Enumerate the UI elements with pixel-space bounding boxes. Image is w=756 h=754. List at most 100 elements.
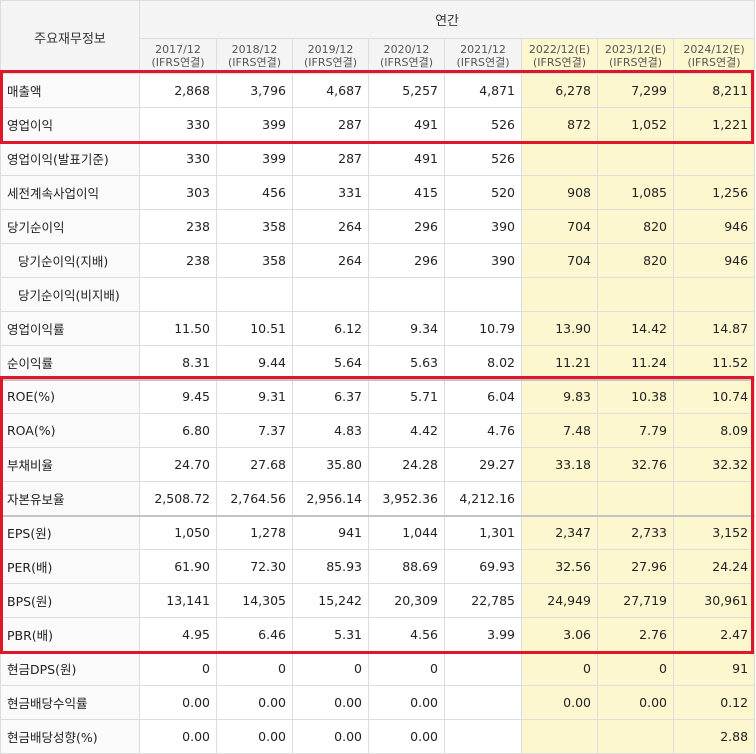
row-label: 당기순이익(비지배) [0,277,140,312]
table-cell: 35.80 [292,447,369,482]
table-cell: 61.90 [139,549,217,584]
table-cell: 2,956.14 [292,481,369,516]
table-cell: 238 [139,209,217,244]
table-cell: 0.00 [292,719,369,754]
table-cell: 24.24 [672,549,756,584]
table-cell: 946 [672,209,756,244]
table-cell: 1,301 [444,514,522,550]
table-cell: 24.70 [139,447,217,482]
table-cell: 6.80 [139,413,217,448]
year-label: 2024/12(E) [683,43,745,56]
table-cell: 704 [521,243,598,278]
table-cell: 11.50 [139,311,217,346]
table-cell: 33.18 [521,447,598,482]
table-cell: 10.79 [444,311,522,346]
table-cell: 29.27 [444,447,522,482]
table-cell: 296 [368,243,445,278]
header-row-group: 주요재무정보 연간 [0,0,756,74]
table-cell: 264 [292,209,369,244]
table-cell: 5.64 [292,345,369,380]
table-cell: 8,211 [672,73,756,108]
row-label: 영업이익 [0,107,140,142]
table-row: 당기순이익(지배) 238 358 264 296 390 704 820 946 [0,243,756,278]
table-cell: 0.00 [216,719,293,754]
basis-label: (IFRS연결) [532,56,587,69]
table-cell: 0.00 [139,685,217,720]
row-label: ROE(%) [0,378,140,414]
table-cell [521,141,598,176]
table-cell: 0 [597,650,674,686]
table-row: BPS(원) 13,141 14,305 15,242 20,309 22,785 24,9… [0,583,756,618]
table-cell: 4,871 [444,73,522,108]
year-label: 2022/12(E) [528,43,591,56]
table-cell: 10.74 [672,378,756,414]
table-cell: 358 [216,243,293,278]
table-cell: 1,221 [672,107,756,142]
table-cell: 5.31 [292,617,369,652]
table-cell: 0.00 [368,719,445,754]
table-cell: 1,044 [368,514,445,550]
table-cell: 872 [521,107,598,142]
table-row: EPS(원) 1,050 1,278 941 1,044 1,301 2,347 2,733 3… [0,514,756,550]
table-cell: 0 [216,650,293,686]
table-cell: 32.32 [672,447,756,482]
table-cell [597,141,674,176]
table-cell: 331 [292,175,369,210]
table-cell: 2.76 [597,617,674,652]
table-cell: 390 [444,243,522,278]
table-cell: 4.42 [368,413,445,448]
table-cell: 456 [216,175,293,210]
table-cell: 4.76 [444,413,522,448]
table-cell: 5.63 [368,345,445,380]
table-cell: 20,309 [368,583,445,618]
table-cell: 3.99 [444,617,522,652]
table-cell: 85.93 [292,549,369,584]
table-cell: 6.46 [216,617,293,652]
table-cell [672,481,756,516]
table-cell: 0 [292,650,369,686]
table-cell: 7.48 [521,413,598,448]
table-cell: 3,796 [216,73,293,108]
table-cell: 0.00 [292,685,369,720]
table-cell: 303 [139,175,217,210]
table-cell: 10.51 [216,311,293,346]
table-cell: 358 [216,209,293,244]
table-row: 현금DPS(원) 0 0 0 0 0 0 91 [0,650,756,686]
table-cell: 0.00 [521,685,598,720]
table-cell [521,719,598,754]
table-cell [521,481,598,516]
table-row: 현금배당성향(%) 0.00 0.00 0.00 0.00 2.88 [0,719,756,754]
table-cell [597,277,674,312]
row-label: PBR(배) [0,617,140,652]
table-cell: 9.34 [368,311,445,346]
year-header-7: 2024/12(E) (IFRS연결) [672,38,756,74]
table-cell: 526 [444,107,522,142]
table-cell: 2,508.72 [139,481,217,516]
table-cell: 32.76 [597,447,674,482]
table-cell: 4,687 [292,73,369,108]
table-cell: 0 [368,650,445,686]
table-cell: 399 [216,141,293,176]
basis-label: (IFRS연결) [608,56,663,69]
table-cell: 0.12 [672,685,756,720]
table-cell: 4.83 [292,413,369,448]
table-cell: 8.02 [444,345,522,380]
table-cell: 9.44 [216,345,293,380]
table-cell: 0.00 [139,719,217,754]
row-label: 당기순이익 [0,209,140,244]
table-cell: 941 [292,514,369,550]
table-cell: 30,961 [672,583,756,618]
table-cell: 14.87 [672,311,756,346]
table-cell: 32.56 [521,549,598,584]
corner-label: 주요재무정보 [0,0,140,74]
row-label: 당기순이익(지배) [0,243,140,278]
table-cell: 11.52 [672,345,756,380]
table-cell: 6.04 [444,378,522,414]
table-cell: 13.90 [521,311,598,346]
table-cell: 2,868 [139,73,217,108]
table-cell: 287 [292,141,369,176]
table-row: 당기순이익 238 358 264 296 390 704 820 946 [0,209,756,244]
table-cell: 3,952.36 [368,481,445,516]
table-cell: 2.47 [672,617,756,652]
table-row: 영업이익 330 399 287 491 526 872 1,052 1,221 [0,107,756,142]
